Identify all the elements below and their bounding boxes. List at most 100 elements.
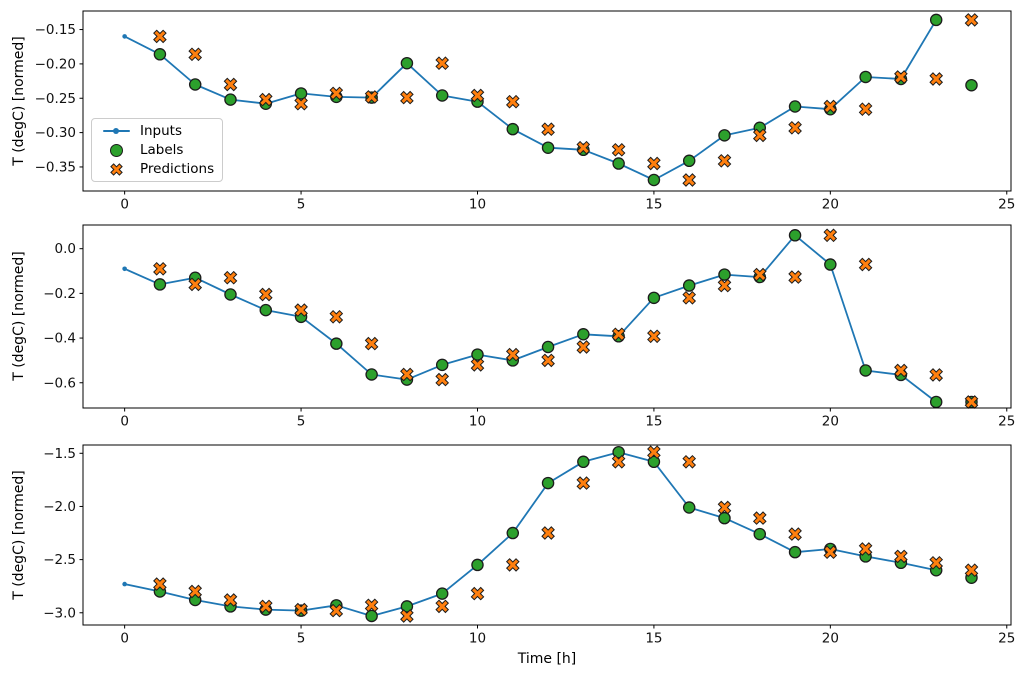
prediction-point — [435, 56, 450, 71]
line-icon — [102, 128, 130, 134]
prediction-point — [964, 395, 979, 409]
prediction-point — [435, 372, 450, 387]
prediction-point — [541, 122, 555, 137]
y-tick-label: −0.25 — [35, 91, 76, 107]
prediction-point — [647, 329, 661, 344]
prediction-point — [682, 173, 697, 187]
label-point — [400, 600, 414, 613]
label-point — [541, 340, 555, 354]
prediction-point — [752, 511, 767, 525]
legend-label-predictions: Predictions — [140, 161, 215, 177]
label-point — [224, 93, 237, 106]
label-point — [471, 558, 484, 572]
x-tick-label: 20 — [822, 631, 839, 647]
predictions-x-swatch — [98, 162, 134, 177]
label-point — [718, 511, 731, 525]
inputs-line-swatch — [98, 128, 134, 134]
dot-icon — [113, 128, 119, 134]
x-marker-icon — [109, 162, 123, 176]
label-point — [224, 288, 237, 301]
prediction-point — [929, 555, 944, 570]
prediction-point — [188, 277, 203, 292]
axes-spines — [82, 224, 1012, 409]
prediction-point — [541, 526, 555, 540]
prediction-point — [894, 363, 908, 378]
x-tick-label: 0 — [120, 631, 129, 647]
label-point — [859, 70, 872, 84]
inputs-line — [124, 19, 937, 181]
x-tick-label: 10 — [469, 414, 486, 430]
legend-item-inputs: Inputs — [98, 122, 222, 140]
label-point — [188, 78, 202, 91]
label-point — [612, 157, 625, 170]
prediction-point — [294, 303, 308, 317]
prediction-point — [611, 327, 626, 342]
prediction-point — [364, 598, 379, 613]
y-tick-label: −0.4 — [43, 331, 76, 347]
prediction-point — [294, 96, 308, 111]
prediction-point — [470, 586, 485, 601]
prediction-point — [858, 542, 873, 556]
y-tick-label: 0.0 — [55, 241, 76, 257]
prediction-point — [788, 270, 802, 284]
prediction-point — [717, 153, 732, 168]
prediction-point — [894, 70, 908, 84]
prediction-point — [364, 336, 379, 351]
axes-spines — [82, 444, 1012, 626]
prediction-point — [576, 340, 591, 354]
legend-label-labels: Labels — [140, 142, 184, 158]
prediction-point — [788, 527, 802, 541]
label-point — [788, 100, 802, 113]
prediction-point — [823, 99, 838, 114]
prediction-point — [894, 549, 908, 564]
x-tick-label: 5 — [297, 631, 306, 647]
axes-spines — [82, 10, 1012, 192]
prediction-point — [823, 545, 838, 560]
y-tick-label: −0.15 — [35, 22, 76, 38]
label-point — [718, 268, 731, 281]
prediction-point — [682, 454, 697, 469]
y-tick-label: −3.0 — [43, 605, 76, 621]
prediction-point — [788, 120, 802, 135]
prediction-point — [153, 261, 167, 276]
prediction-point — [223, 77, 238, 92]
legend-item-predictions: Predictions — [98, 160, 222, 178]
prediction-point — [153, 29, 167, 44]
y-tick-label: −2.5 — [43, 552, 76, 568]
prediction-point — [329, 309, 344, 324]
x-tick-label: 25 — [998, 414, 1015, 430]
prediction-point — [647, 156, 661, 171]
y-tick-label: −0.20 — [35, 56, 76, 72]
x-tick-label: 25 — [998, 631, 1015, 647]
x-tick-label: 10 — [469, 631, 486, 647]
subplot-2: 0 5 10 15 20 25 0.0 −0.2 −0.4 −0.6 — [43, 224, 1015, 430]
prediction-point — [329, 603, 344, 618]
label-point — [788, 229, 802, 242]
label-point — [965, 78, 978, 92]
prediction-point — [752, 267, 767, 282]
prediction-point — [188, 47, 203, 62]
label-point — [330, 337, 343, 350]
label-point — [682, 279, 696, 292]
label-point — [788, 545, 802, 559]
prediction-point — [611, 142, 626, 157]
legend-item-labels: Labels — [98, 141, 222, 159]
label-point — [718, 129, 731, 142]
label-point — [506, 526, 520, 540]
label-point — [647, 291, 661, 305]
label-point — [541, 476, 555, 490]
prediction-point — [717, 278, 732, 293]
legend: Inputs Labels Predictions — [91, 118, 223, 182]
x-tick-label: 15 — [645, 631, 662, 647]
x-tick-label: 5 — [297, 197, 306, 213]
label-point — [153, 48, 167, 61]
prediction-point — [258, 287, 273, 302]
label-point — [435, 89, 449, 102]
label-point — [824, 258, 837, 271]
prediction-point — [258, 599, 273, 614]
subplot-2-ylabel: T (degC) [normed] — [11, 251, 27, 381]
label-point — [435, 587, 449, 600]
y-tick-label: −0.2 — [43, 286, 76, 302]
x-tick-label: 10 — [469, 197, 486, 213]
